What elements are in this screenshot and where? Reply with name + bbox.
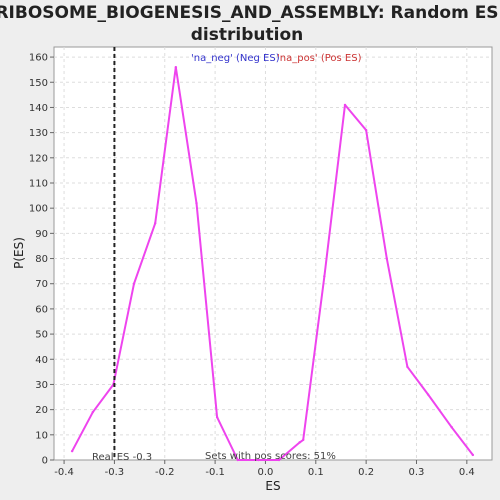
y-tick-label: 30 — [35, 380, 48, 391]
y-tick-label: 120 — [29, 153, 48, 164]
data-point — [471, 453, 475, 457]
data-point — [450, 426, 453, 429]
data-point — [277, 458, 281, 462]
y-tick-label: 0 — [42, 456, 48, 467]
data-point — [364, 128, 368, 132]
y-tick-label: 50 — [35, 330, 48, 341]
y-tick-label: 70 — [35, 279, 48, 290]
y-tick-label: 90 — [35, 229, 48, 240]
data-point — [215, 415, 219, 419]
x-tick-label: -0.2 — [155, 467, 175, 478]
data-point — [132, 282, 136, 285]
y-tick-label: 140 — [29, 103, 48, 114]
data-point — [385, 257, 388, 260]
real-es-label: Real ES -0.3 — [92, 452, 152, 463]
y-tick-label: 80 — [35, 254, 48, 265]
data-point — [174, 65, 178, 69]
data-point — [70, 449, 74, 453]
y-tick-label: 10 — [35, 430, 48, 441]
data-point — [302, 438, 305, 442]
data-point — [236, 458, 239, 462]
pos-scores-label: Sets with pos scores: 51% — [205, 451, 336, 462]
data-point — [323, 274, 326, 278]
y-tick-label: 150 — [29, 78, 48, 89]
x-tick-label: -0.4 — [54, 467, 74, 478]
y-tick-label: 40 — [35, 355, 48, 366]
x-tick-label: 0.0 — [257, 467, 273, 478]
chart-title-line2: distribution — [191, 25, 303, 45]
legend-neg: 'na_neg' (Neg ES) — [191, 53, 280, 64]
x-tick-label: -0.3 — [105, 467, 125, 478]
y-tick-label: 100 — [29, 204, 48, 215]
y-tick-label: 160 — [29, 53, 48, 64]
y-tick-label: 20 — [35, 405, 48, 416]
x-tick-label: -0.1 — [205, 467, 225, 478]
data-point — [406, 365, 409, 369]
chart-title-line1: RIBOSOME_BIOGENESIS_AND_ASSEMBLY: Random… — [0, 3, 499, 23]
series-layer — [70, 65, 475, 462]
x-axis-ticks: -0.4 -0.3 -0.2 -0.1 0.0 0.1 0.2 0.3 0.4 — [54, 460, 475, 478]
data-point — [195, 201, 198, 205]
plot-area — [53, 46, 493, 461]
y-tick-label: 110 — [29, 178, 48, 189]
chart-title: RIBOSOME_BIOGENESIS_AND_ASSEMBLY: Random… — [0, 3, 499, 45]
x-tick-label: 0.1 — [308, 467, 324, 478]
y-axis-ticks: 0 10 20 30 40 50 60 70 80 90 100 110 120 130 140 150 160 — [29, 53, 54, 467]
x-tick-label: 0.4 — [459, 467, 475, 478]
y-tick-label: 60 — [35, 304, 48, 315]
data-point — [91, 410, 94, 414]
legend-pos: 'na_pos' (Pos ES) — [277, 53, 362, 64]
x-tick-label: 0.3 — [409, 467, 425, 478]
x-axis-label: ES — [265, 479, 280, 493]
data-point — [153, 222, 157, 225]
data-point — [426, 393, 430, 396]
data-point — [298, 441, 301, 444]
data-point — [343, 103, 347, 107]
y-tick-label: 130 — [29, 128, 48, 139]
x-tick-label: 0.2 — [358, 467, 374, 478]
legend: 'na_neg' (Neg ES) 'na_pos' (Pos ES) — [191, 53, 362, 64]
data-point — [257, 458, 260, 462]
y-axis-label: P(ES) — [12, 237, 26, 269]
